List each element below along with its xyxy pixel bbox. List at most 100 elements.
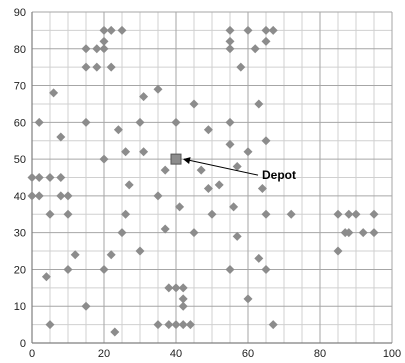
data-point [189,99,199,109]
data-point [153,320,163,330]
x-tick-label: 40 [170,348,182,360]
depot-label: Depot [262,168,296,182]
x-tick-label: 0 [29,348,35,360]
x-tick-label: 20 [98,348,110,360]
data-point [153,191,163,201]
depot-annotation: Depot [170,153,296,182]
data-point [160,224,170,234]
x-tick-label: 60 [242,348,254,360]
y-tick-label: 80 [14,44,26,56]
data-point [81,301,91,311]
data-point [92,62,102,72]
data-point [214,180,224,190]
data-point [45,173,55,182]
data-point [207,209,217,219]
data-point [261,209,271,219]
y-tick-label: 60 [14,117,26,129]
data-point [56,173,66,182]
data-point [175,202,185,212]
depot-arrow [183,158,259,176]
data-points [27,25,379,337]
depot-arrowhead [183,157,191,165]
data-point [117,228,127,238]
data-point [196,165,206,175]
data-point [344,228,354,238]
tick-labels: 0 20 40 60 80 100 0 10 20 30 40 50 60 70 80 90 [14,7,401,360]
data-point [45,209,55,219]
y-tick-label: 0 [20,338,26,350]
data-point [139,92,149,102]
data-point [236,62,246,72]
data-point [261,264,271,274]
data-point [250,44,260,54]
y-tick-label: 10 [14,301,26,313]
data-point [117,25,127,35]
y-tick-label: 90 [14,7,26,19]
data-point [81,44,91,54]
data-point [63,209,73,219]
data-point [171,283,181,293]
data-point [178,320,188,330]
data-point [106,62,116,72]
data-point [254,253,264,263]
data-point [243,147,253,157]
data-point [135,117,145,127]
data-point [27,191,37,201]
data-point [63,264,73,274]
data-point [135,246,145,256]
data-point [34,117,44,127]
data-point [189,228,199,238]
data-point [139,147,149,157]
data-point [178,301,188,311]
data-point [229,202,239,212]
data-point [344,209,354,219]
data-point [34,173,44,182]
data-point [110,327,120,337]
data-point [178,294,188,304]
y-tick-label: 20 [14,264,26,276]
y-tick-label: 40 [14,191,26,203]
y-tick-label: 50 [14,154,26,166]
data-point [232,161,242,171]
data-point [185,320,195,330]
data-point [124,180,134,190]
data-point [225,44,235,54]
data-point [369,209,379,219]
data-point [261,136,271,146]
data-point [81,117,91,127]
data-point [243,25,253,35]
data-point [99,44,109,54]
y-tick-label: 30 [14,228,26,240]
data-point [232,231,242,241]
data-point [369,228,379,238]
data-point [121,147,131,157]
data-point [268,320,278,330]
data-point [99,154,109,164]
data-point [351,209,361,219]
data-point [34,191,44,201]
data-point [56,132,66,142]
data-point [225,36,235,46]
data-point [286,209,296,219]
data-point [261,25,271,35]
data-point [70,250,80,260]
data-point [261,36,271,46]
y-tick-label: 70 [14,81,26,93]
data-point [99,264,109,274]
depot-marker [170,153,182,165]
data-point [160,165,170,175]
data-point [171,320,181,330]
data-point [45,320,55,330]
x-tick-label: 100 [383,348,401,360]
data-point [178,283,188,293]
data-point [153,84,163,94]
data-point [41,272,51,282]
data-point [113,125,123,135]
data-point [203,184,213,194]
data-point [56,191,66,201]
data-point [333,246,343,256]
data-point [81,62,91,72]
data-point [254,99,264,109]
data-point [268,25,278,35]
